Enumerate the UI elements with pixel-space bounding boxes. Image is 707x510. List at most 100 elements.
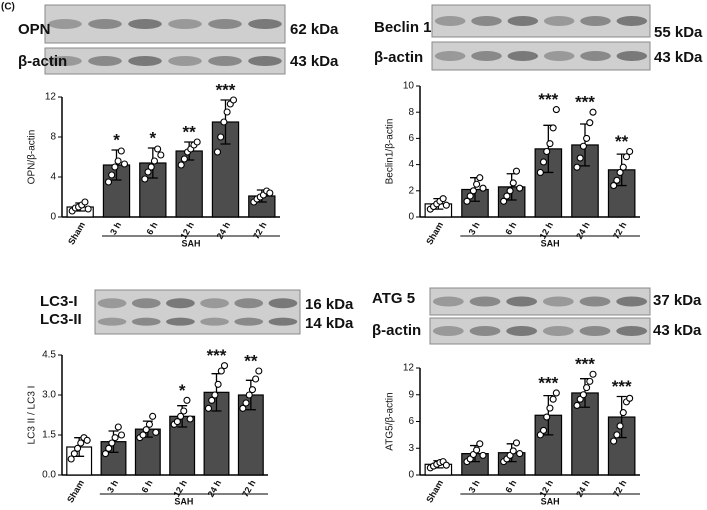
data-point xyxy=(177,161,185,169)
significance: *** xyxy=(575,93,595,112)
blot-band xyxy=(616,326,648,336)
data-point xyxy=(509,447,517,455)
data-point xyxy=(476,174,484,182)
data-point xyxy=(610,437,618,445)
blot-band xyxy=(469,326,501,336)
y-tick-label: 0 xyxy=(50,212,56,223)
data-point xyxy=(589,370,597,378)
data-point xyxy=(180,155,188,163)
x-tick-label: 72 h xyxy=(240,478,258,499)
blot-size: 43 kDa xyxy=(654,49,703,66)
blot-band xyxy=(471,51,502,61)
blot-band xyxy=(234,298,264,309)
blot-band xyxy=(131,298,161,309)
data-point xyxy=(626,394,634,402)
blot-band xyxy=(88,19,122,29)
data-point xyxy=(500,197,508,205)
x-tick-label: Sham xyxy=(66,220,87,246)
blot-size: 43 kDa xyxy=(290,53,339,70)
figure-label: (C) xyxy=(1,2,15,13)
blot-band xyxy=(234,317,264,326)
blot-size: 16 kDa xyxy=(305,296,354,313)
y-tick-label: 8 xyxy=(408,107,414,118)
x-tick-label: 24 h xyxy=(574,220,592,241)
blot-band xyxy=(507,16,539,26)
blot-band xyxy=(506,326,538,336)
x-tick-label: 72 h xyxy=(611,220,629,241)
blot-label: LC3-II xyxy=(40,311,82,328)
blot-band xyxy=(208,56,242,66)
x-tick-label: Sham xyxy=(424,220,445,246)
blot-image xyxy=(94,289,301,335)
significance: *** xyxy=(538,373,558,392)
blot-band xyxy=(131,317,161,326)
bar xyxy=(175,150,203,218)
data-point xyxy=(74,444,82,452)
x-tick-label: Sham xyxy=(424,478,445,504)
y-tick-label: 12 xyxy=(45,92,57,103)
blot-band xyxy=(248,56,282,66)
data-point xyxy=(479,451,487,459)
significance: *** xyxy=(216,80,236,99)
data-point xyxy=(473,446,481,454)
blot-size: 43 kDa xyxy=(653,322,702,339)
y-tick-label: 3 xyxy=(408,443,414,454)
y-tick-label: 4 xyxy=(50,172,56,183)
bar xyxy=(102,164,131,218)
x-tick-label: 6 h xyxy=(503,478,518,494)
data-point xyxy=(84,205,92,213)
x-tick-label: 3 h xyxy=(108,220,123,236)
data-point xyxy=(516,184,524,192)
data-point xyxy=(613,176,621,184)
data-point xyxy=(619,163,627,171)
data-point xyxy=(442,461,450,469)
blot-band xyxy=(580,51,611,61)
data-point xyxy=(229,96,238,104)
blot-size: 55 kDa xyxy=(654,24,703,41)
y-tick-label: 10 xyxy=(403,81,415,92)
data-point xyxy=(204,404,213,412)
data-point xyxy=(180,407,188,415)
data-point xyxy=(573,401,581,410)
data-point xyxy=(77,439,85,447)
data-point xyxy=(141,175,149,183)
blot-band xyxy=(200,317,229,326)
data-point xyxy=(220,362,229,370)
data-point xyxy=(223,108,231,116)
data-point xyxy=(516,450,524,458)
data-point xyxy=(539,426,548,434)
y-tick-label: 6 xyxy=(408,416,414,427)
data-point xyxy=(220,118,228,126)
data-point xyxy=(81,198,89,206)
data-point xyxy=(252,375,260,383)
blot-size: 62 kDa xyxy=(290,21,339,38)
significance: *** xyxy=(575,355,595,374)
blot-band xyxy=(616,296,648,307)
blot-band xyxy=(208,19,242,29)
x-tick-label: 72 h xyxy=(251,220,269,241)
data-point xyxy=(613,431,621,439)
blot-band xyxy=(432,296,464,307)
data-point xyxy=(622,153,631,161)
x-tick-label: 24 h xyxy=(574,478,592,499)
data-point xyxy=(442,201,450,209)
data-point xyxy=(552,106,560,114)
blot-band xyxy=(542,296,574,307)
data-point xyxy=(208,396,216,404)
data-point xyxy=(145,420,153,428)
data-point xyxy=(512,167,521,175)
blot-band xyxy=(168,19,202,29)
data-point xyxy=(114,157,122,165)
data-point xyxy=(150,157,158,165)
blot-label: β-actin xyxy=(372,322,421,339)
blot-band xyxy=(616,16,648,26)
blot-band xyxy=(48,19,82,29)
blot-band xyxy=(200,298,229,309)
y-axis-label: OPN/β-actin xyxy=(27,130,38,185)
x-tick-label: 3 h xyxy=(467,220,482,236)
blot-size: 14 kDa xyxy=(305,315,354,332)
data-point xyxy=(573,163,581,171)
data-point xyxy=(152,428,160,436)
y-tick-label: 4.5 xyxy=(42,350,56,361)
